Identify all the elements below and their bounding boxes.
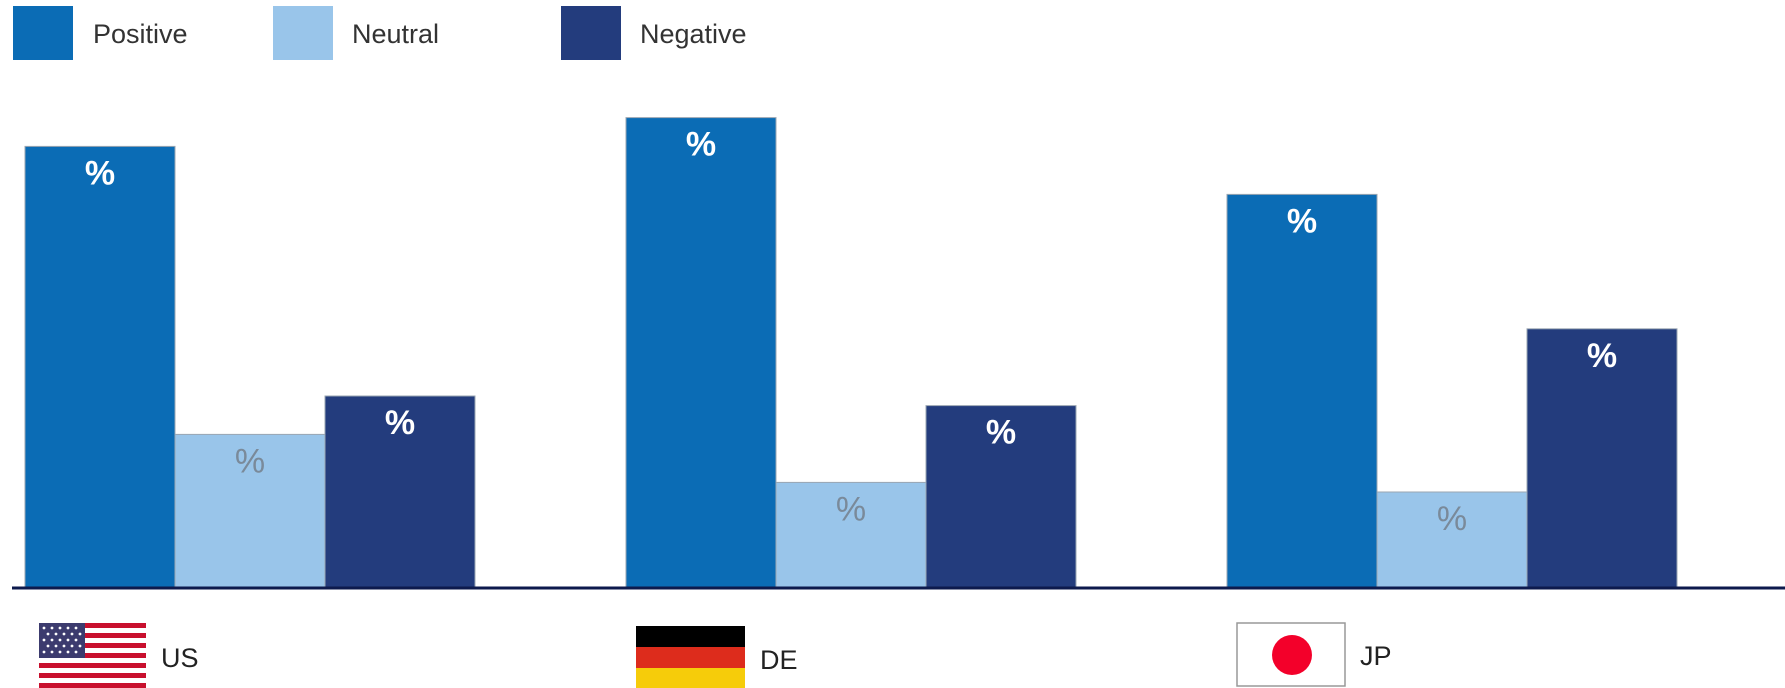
bar-neutral-de [775,481,927,589]
jp-flag-icon [1236,622,1346,687]
bar-positive-us [24,145,176,589]
legend: Positive Neutral Negative [13,6,747,60]
legend-item-neutral: Neutral [273,6,439,60]
bar-label-neutral-de: % [836,490,866,528]
bar-label-neutral-jp: % [1437,500,1467,538]
bar-label-negative-jp: % [1587,337,1617,375]
legend-item-negative: Negative [561,6,747,60]
legend-item-positive: Positive [13,6,188,60]
bar-negative-us [324,395,476,589]
category-label-us: US [161,643,199,673]
bar-labels-group: %%%%%%%%% [85,126,1617,538]
category-label-de: DE [760,645,798,675]
legend-label-neutral: Neutral [352,19,439,49]
bars-group [24,117,1678,589]
us-flag-icon [39,623,146,688]
legend-label-positive: Positive [93,19,188,49]
bar-positive-de [625,117,777,589]
bar-neutral-jp [1376,491,1528,589]
bar-negative-de [925,405,1077,589]
category-label-jp: JP [1360,641,1392,671]
bar-label-positive-jp: % [1287,202,1317,240]
bar-label-positive-de: % [686,126,716,164]
bar-label-positive-us: % [85,154,115,192]
bar-neutral-us [174,433,326,589]
bar-label-negative-us: % [385,404,415,442]
bar-label-negative-de: % [986,414,1016,452]
legend-swatch-negative [561,6,621,60]
legend-label-negative: Negative [640,19,747,49]
bar-label-neutral-us: % [235,442,265,480]
bar-positive-jp [1226,193,1378,589]
legend-swatch-neutral [273,6,333,60]
de-flag-icon [636,626,745,688]
legend-swatch-positive [13,6,73,60]
